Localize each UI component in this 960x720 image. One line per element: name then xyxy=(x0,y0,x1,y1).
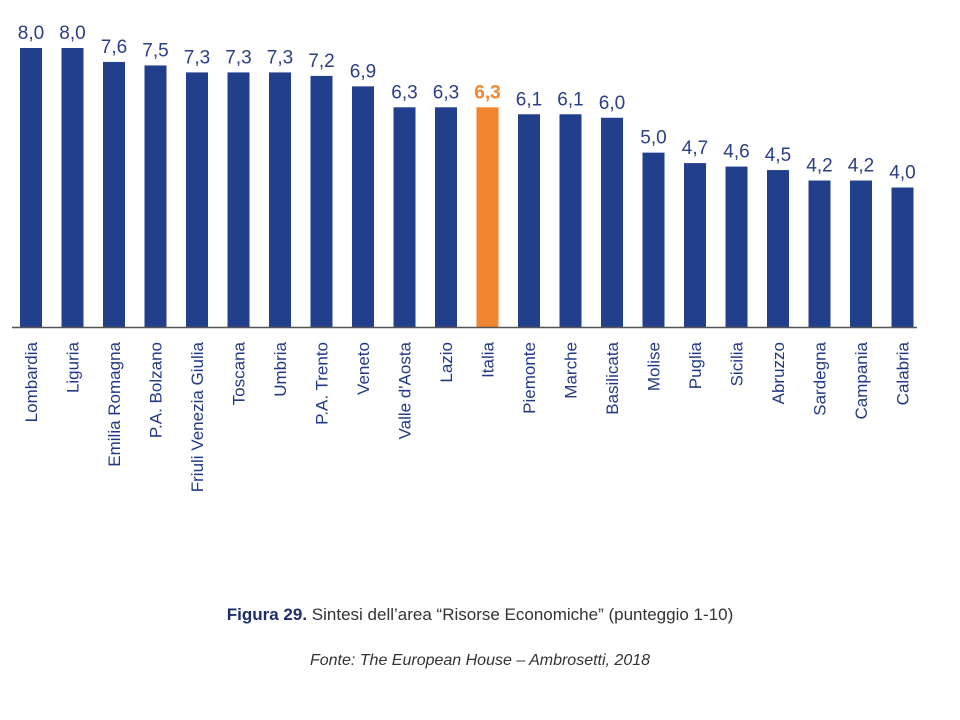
value-label: 6,0 xyxy=(599,93,625,114)
category-label: Liguria xyxy=(64,341,83,393)
category-label: P.A. Bolzano xyxy=(147,342,166,438)
category-label: Marche xyxy=(562,342,581,399)
bar-piemonte xyxy=(518,114,540,327)
bars-group xyxy=(20,48,914,328)
bar-molise xyxy=(642,152,665,327)
category-labels-group: Lombardia Liguria Emilia Romagna P.A. Bolza… xyxy=(22,341,913,492)
value-label: 7,3 xyxy=(225,47,251,68)
value-labels-group: 8,0 8,0 7,6 7,5 7,3 7,3 7,3 7,2 6,9 6,3 6,3 6,3 6,1 6… xyxy=(18,23,916,184)
bar-valle-d-aosta xyxy=(393,107,416,327)
bar-lombardia xyxy=(20,48,42,327)
category-label: Basilicata xyxy=(603,341,622,414)
value-label: 4,6 xyxy=(723,142,749,163)
figure-text: Sintesi dell’area “Risorse Economiche” (… xyxy=(307,605,734,624)
value-label: 4,0 xyxy=(889,163,915,184)
category-label: P.A. Trento xyxy=(313,342,332,425)
value-label: 8,0 xyxy=(59,23,85,44)
value-label: 4,2 xyxy=(848,156,874,177)
bar-p-a-trento xyxy=(310,75,333,328)
bar-p-a-bolzano xyxy=(144,65,167,327)
bar-emilia-romagna xyxy=(103,61,125,327)
value-label: 7,3 xyxy=(184,47,210,68)
category-label: Veneto xyxy=(354,342,373,395)
value-label: 7,2 xyxy=(308,51,334,72)
category-label: Emilia Romagna xyxy=(105,341,124,466)
category-label: Campania xyxy=(852,341,871,419)
category-label: Lazio xyxy=(437,342,456,383)
bar-basilicata xyxy=(601,117,623,327)
bar-lazio xyxy=(435,107,457,327)
value-label: 8,0 xyxy=(18,23,44,44)
bar-umbria xyxy=(269,72,291,327)
bar-sardegna xyxy=(808,180,831,327)
category-label: Calabria xyxy=(894,341,913,405)
category-label: Puglia xyxy=(686,341,705,389)
bar-campania xyxy=(850,180,872,327)
category-label: Sicilia xyxy=(728,341,747,386)
bar-puglia xyxy=(684,163,706,327)
value-label: 6,1 xyxy=(557,89,583,110)
value-label: 7,6 xyxy=(101,37,127,58)
value-label: 6,3 xyxy=(391,82,417,103)
category-label: Umbria xyxy=(271,341,290,396)
bar-sicilia xyxy=(725,166,748,327)
bar-marche xyxy=(559,114,582,327)
bar-liguria xyxy=(61,48,84,327)
bar-friuli-venezia-giulia xyxy=(186,72,208,327)
value-label: 7,5 xyxy=(142,40,168,61)
figure-label: Figura 29. xyxy=(226,605,308,624)
bar-toscana xyxy=(227,72,250,327)
value-label: 6,1 xyxy=(516,89,542,110)
bar-abruzzo xyxy=(767,170,789,327)
category-label: Italia xyxy=(479,341,498,377)
category-label: Toscana xyxy=(230,341,249,405)
figure-caption: Figura 29. Sintesi dell’area “Risorse Ec… xyxy=(0,605,960,625)
category-label: Valle d'Aosta xyxy=(396,341,415,439)
category-label: Molise xyxy=(645,342,664,391)
bar-italia xyxy=(476,107,499,327)
value-label: 6,3 xyxy=(433,82,459,103)
value-label: 5,0 xyxy=(640,128,666,149)
value-label: 4,2 xyxy=(806,156,832,177)
category-label: Lombardia xyxy=(22,341,41,422)
bar-calabria xyxy=(891,187,914,327)
value-label: 6,9 xyxy=(350,61,376,82)
value-label: 7,3 xyxy=(267,47,293,68)
value-label: 4,5 xyxy=(765,145,791,166)
bar-veneto xyxy=(352,86,374,327)
category-label: Piemonte xyxy=(520,342,539,414)
value-label: 6,3 xyxy=(474,82,500,103)
category-label: Sardegna xyxy=(811,341,830,415)
value-label: 4,7 xyxy=(682,138,708,159)
bar-chart: 8,0 8,0 7,6 7,5 7,3 7,3 7,3 7,2 6,9 6,3 6,3 6,3 6,1 6… xyxy=(12,23,917,492)
category-label: Abruzzo xyxy=(769,342,788,404)
category-label: Friuli Venezia Giulia xyxy=(188,341,207,492)
source-caption: Fonte: The European House – Ambrosetti, … xyxy=(309,652,651,669)
